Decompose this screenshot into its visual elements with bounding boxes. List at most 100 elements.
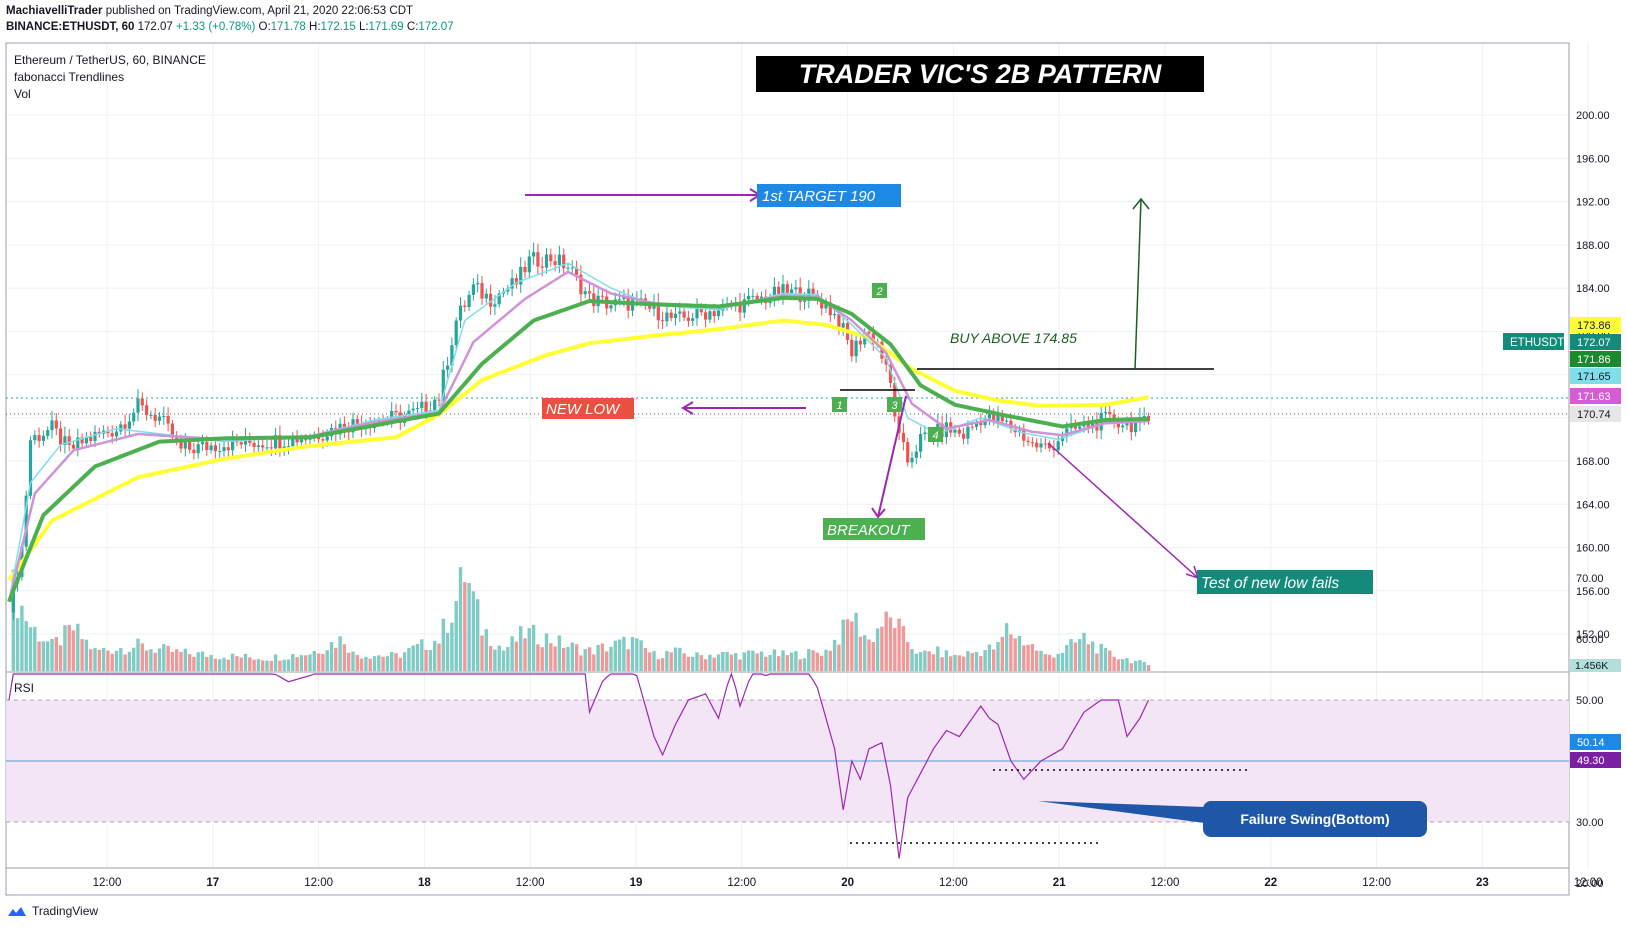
- volume-bar: [437, 643, 441, 671]
- candle-body: [622, 297, 626, 300]
- legend-symbol[interactable]: Ethereum / TetherUS, 60, BINANCE: [14, 53, 206, 67]
- volume-bar: [918, 651, 923, 671]
- volume-bar: [789, 652, 794, 671]
- volume-bar: [643, 648, 648, 671]
- candle-body: [489, 293, 493, 307]
- volume-bar: [927, 651, 931, 671]
- volume-bar: [850, 621, 854, 671]
- high-value: 172.15: [320, 21, 356, 33]
- volume-bar: [407, 648, 411, 671]
- volume-bar: [162, 644, 166, 671]
- candle-body: [196, 444, 200, 454]
- volume-bar: [600, 643, 605, 671]
- candle-body: [1000, 413, 1004, 422]
- candle-body: [497, 293, 501, 305]
- volume-bar: [1060, 652, 1065, 671]
- volume-bar: [463, 582, 467, 671]
- marker-3-label: 3: [891, 400, 898, 412]
- candle-body: [850, 339, 854, 357]
- candle-body: [738, 302, 742, 313]
- candle-body: [583, 291, 587, 295]
- volume-bar: [1121, 659, 1125, 671]
- volume-bar: [673, 647, 678, 671]
- time-tick: 12:00: [516, 877, 545, 889]
- candle-body: [33, 435, 37, 441]
- candle-body: [519, 266, 523, 285]
- candle-body: [544, 254, 549, 268]
- volume-bar: [858, 636, 863, 671]
- candle-body: [192, 449, 196, 454]
- candle-body: [114, 431, 119, 437]
- volume-bar: [71, 630, 76, 671]
- candle-body: [1125, 421, 1129, 426]
- tradingview-brand[interactable]: TradingView: [6, 904, 98, 918]
- volume-bar: [235, 656, 239, 671]
- volume-bar: [89, 649, 93, 671]
- high-label: H:: [309, 21, 321, 33]
- publish-info: published on TradingView.com, April 21, …: [105, 5, 414, 17]
- volume-bar: [549, 643, 553, 671]
- candle-body: [1091, 421, 1095, 429]
- time-tick: 19: [630, 877, 643, 889]
- candle-body: [712, 311, 716, 317]
- volume-bar: [1078, 639, 1082, 671]
- candle-body: [609, 305, 613, 309]
- rsi-tick: 50.00: [1576, 695, 1604, 707]
- candle-body: [304, 439, 308, 441]
- time-tick: 12:00: [939, 877, 968, 889]
- volume-bar: [992, 649, 996, 671]
- volume-bar: [957, 655, 961, 671]
- volume-bar: [488, 646, 493, 671]
- candle-body: [665, 312, 669, 322]
- volume-bar: [351, 651, 355, 671]
- candle-body: [28, 440, 33, 496]
- volume-bar: [841, 619, 845, 671]
- author-name[interactable]: MachiavelliTrader: [6, 5, 103, 17]
- candle-body: [618, 299, 622, 301]
- candle-body: [979, 422, 983, 426]
- candle-body: [970, 426, 974, 428]
- volume-bar: [269, 660, 273, 671]
- volume-bar: [884, 611, 888, 671]
- price-tick: 196.00: [1576, 153, 1610, 165]
- volume-bar: [355, 654, 359, 671]
- failure-swing-pointer: [1038, 801, 1205, 823]
- legend-rsi[interactable]: RSI: [14, 681, 34, 695]
- volume-bar: [931, 654, 936, 671]
- candle-body: [532, 252, 536, 257]
- volume-bar: [230, 653, 235, 671]
- candle-body: [923, 432, 927, 434]
- candle-body: [1026, 440, 1030, 443]
- volume-bar: [291, 654, 295, 671]
- candle-body: [704, 312, 708, 320]
- volume-bar: [1022, 645, 1026, 671]
- volume-bar: [140, 643, 144, 671]
- volume-bar: [1073, 642, 1078, 671]
- volume-bar: [510, 636, 514, 671]
- candle-body: [841, 323, 845, 328]
- candle-body: [656, 302, 660, 321]
- candle-body: [686, 317, 690, 321]
- candle-body: [914, 451, 918, 458]
- legend-volume[interactable]: Vol: [14, 87, 31, 101]
- candle-body: [450, 345, 454, 366]
- candle-body: [648, 305, 652, 309]
- volume-bar: [867, 639, 871, 671]
- volume-bar: [239, 657, 243, 671]
- candle-body: [540, 266, 544, 268]
- candle-body: [957, 429, 961, 434]
- time-axis[interactable]: 12:00 17 12:00 18 12:00 19 12:00 20 12:00 21 12:00…: [93, 877, 1603, 889]
- legend-indicator[interactable]: fabonacci Trendlines: [14, 70, 124, 84]
- volume-bar: [97, 649, 101, 671]
- marker-3: [887, 397, 902, 412]
- volume-bar: [871, 642, 875, 671]
- candle-body: [824, 302, 828, 309]
- candle-body: [523, 266, 527, 273]
- ema-fast1-tag-box: [1570, 388, 1621, 404]
- candle-body: [742, 299, 746, 313]
- volume-bar: [1138, 660, 1142, 671]
- volume-bar: [192, 656, 196, 671]
- candle-body: [149, 414, 153, 416]
